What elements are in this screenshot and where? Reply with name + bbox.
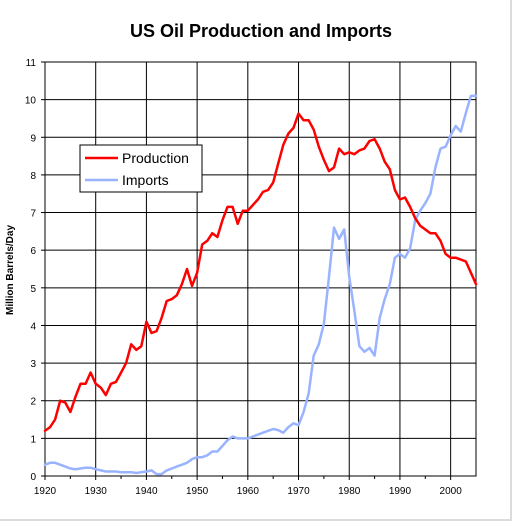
y-tick-label: 4 — [30, 321, 36, 332]
x-tick-label: 1960 — [237, 486, 260, 497]
x-tick-label: 1930 — [85, 486, 108, 497]
y-tick-label: 9 — [30, 133, 36, 144]
production-line — [43, 112, 478, 433]
x-tick-label: 1940 — [135, 486, 158, 497]
y-tick-label: 11 — [26, 58, 37, 69]
imports-line — [43, 94, 478, 476]
y-tick-label: 7 — [30, 209, 36, 220]
legend-label-imports: Imports — [122, 172, 169, 188]
chart-title: US Oil Production and Imports — [130, 21, 392, 41]
plot-area: 0 1 2 3 4 5 6 7 8 9 10 11 1920 1930 1940 1950 1960 1970 19… — [25, 58, 478, 497]
y-tick-label: 6 — [30, 246, 36, 257]
y-tick-label: 2 — [30, 397, 36, 408]
x-tick-label: 1990 — [389, 486, 412, 497]
x-tick-label: 1980 — [338, 486, 361, 497]
plot-border — [44, 61, 477, 477]
plot-background — [45, 62, 476, 476]
x-tick-label: 1970 — [287, 486, 310, 497]
x-tick-label: 1920 — [34, 486, 57, 497]
y-tick-label: 5 — [30, 284, 36, 295]
legend-label-production: Production — [122, 150, 189, 166]
y-axis-label: Million Barrels/Day — [5, 225, 16, 315]
y-tick-label: 0 — [30, 472, 36, 483]
y-tick-label: 10 — [25, 96, 37, 107]
y-tick-label: 1 — [30, 434, 36, 445]
x-tick-label: 2000 — [440, 486, 463, 497]
y-tick-label: 8 — [30, 171, 36, 182]
legend-box — [79, 144, 203, 193]
x-tick-label: 1950 — [186, 486, 209, 497]
y-tick-label: 3 — [30, 359, 36, 370]
legend: Production Imports — [79, 144, 203, 193]
